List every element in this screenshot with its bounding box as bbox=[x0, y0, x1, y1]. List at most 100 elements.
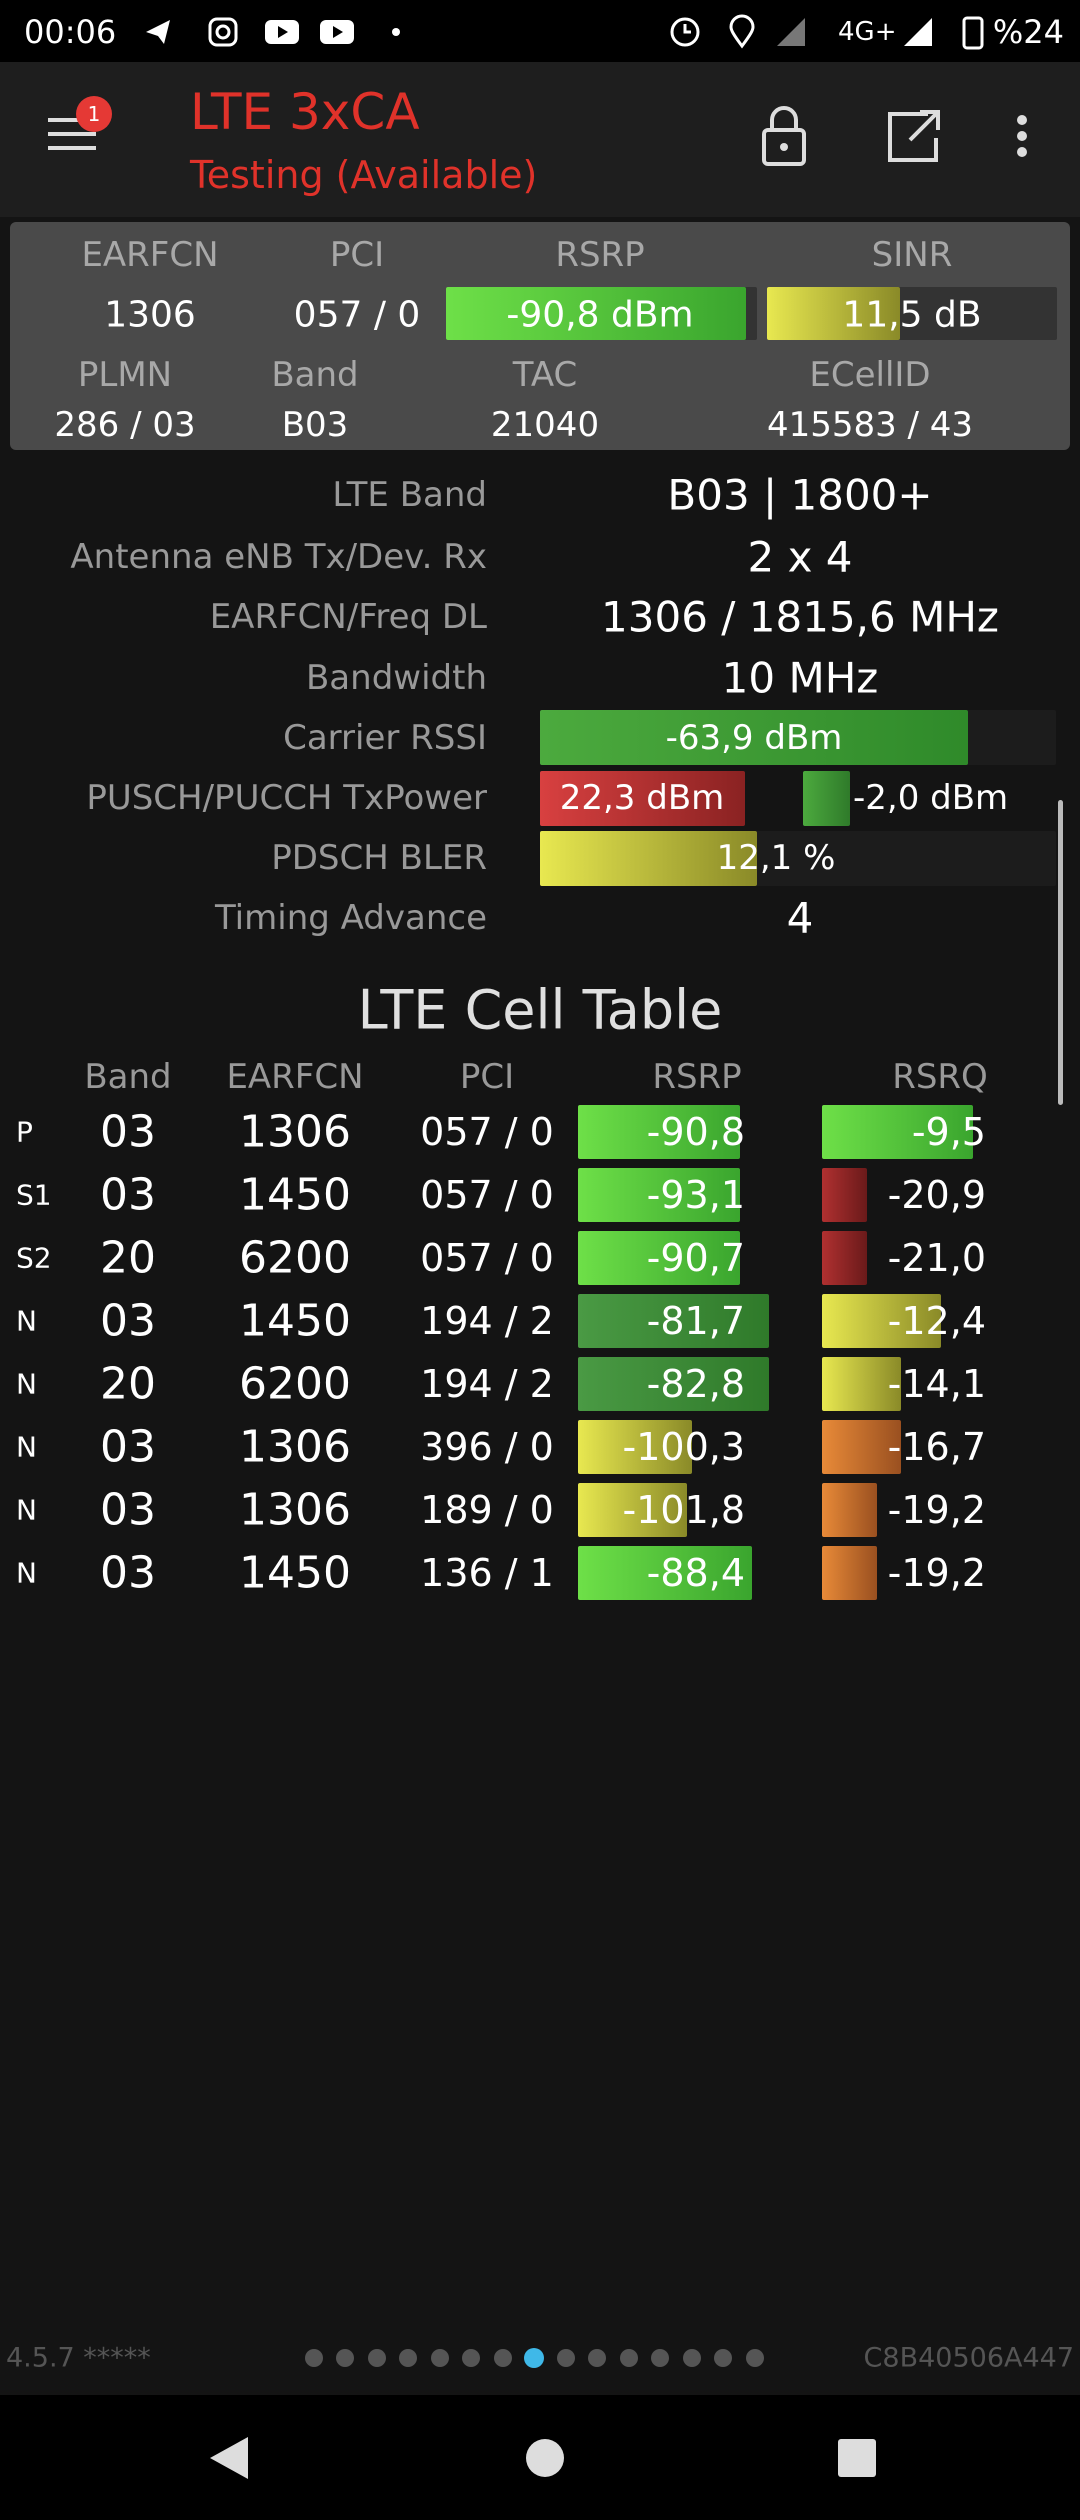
cell-rsrq: -21,0 bbox=[887, 1236, 986, 1280]
detail-label: EARFCN/Freq DL bbox=[209, 597, 487, 637]
pusch-bar bbox=[540, 771, 745, 826]
summary-header: PCI bbox=[329, 235, 385, 275]
rsrq-bar bbox=[822, 1168, 867, 1222]
detail-value: 12,1 % bbox=[716, 838, 836, 878]
summary-value: 286 / 03 bbox=[54, 405, 196, 445]
cell-band: 03 bbox=[100, 1169, 156, 1221]
rsrq-bar bbox=[822, 1420, 901, 1474]
cell-rsrp: -101,8 bbox=[622, 1488, 746, 1532]
cell-earfcn: 6200 bbox=[239, 1232, 351, 1284]
cell-band: 03 bbox=[100, 1106, 156, 1158]
detail-value: -2,0 dBm bbox=[853, 778, 1009, 818]
cell-rsrp: -90,8 bbox=[646, 1110, 745, 1154]
rsrp-bar bbox=[578, 1231, 740, 1285]
status-icons-right-2 bbox=[904, 16, 984, 50]
rsrp-bar bbox=[446, 287, 746, 340]
rsrp-bar bbox=[578, 1294, 769, 1348]
cell-band: 03 bbox=[100, 1295, 156, 1347]
lock-button[interactable] bbox=[762, 106, 806, 166]
rsrq-bar bbox=[822, 1105, 973, 1159]
cell-band: 20 bbox=[100, 1232, 156, 1284]
detail-label: Carrier RSSI bbox=[283, 718, 487, 758]
menu-button[interactable] bbox=[46, 112, 102, 156]
cell-earfcn: 6200 bbox=[239, 1358, 351, 1410]
cell-rsrq: -20,9 bbox=[887, 1173, 986, 1217]
cell-band: 03 bbox=[100, 1547, 156, 1599]
device-id: C8B40506A447 bbox=[863, 2342, 1074, 2374]
app-title: LTE 3xCA bbox=[190, 83, 420, 141]
cell-rsrp: -88,4 bbox=[646, 1551, 745, 1595]
more-button[interactable] bbox=[1017, 115, 1027, 157]
summary-header: PLMN bbox=[77, 355, 173, 395]
column-header: EARFCN bbox=[226, 1057, 364, 1097]
cell-rsrq: -19,2 bbox=[887, 1488, 986, 1532]
detail-label: Bandwidth bbox=[305, 658, 487, 698]
app-subtitle: Testing (Available) bbox=[190, 153, 538, 197]
rsrp-bar bbox=[578, 1168, 740, 1222]
cell-earfcn: 1306 bbox=[239, 1106, 351, 1158]
rsrq-bar bbox=[822, 1357, 901, 1411]
cell-type: N bbox=[16, 1367, 37, 1401]
rsrp-bar bbox=[578, 1420, 692, 1474]
cell-rsrq: -12,4 bbox=[887, 1299, 986, 1343]
summary-header: Band bbox=[271, 355, 359, 395]
cell-pci: 136 / 1 bbox=[420, 1551, 554, 1595]
detail-value: B03 | 1800+ bbox=[667, 470, 933, 520]
back-button[interactable] bbox=[210, 2437, 248, 2479]
rsrq-bar bbox=[822, 1546, 877, 1600]
detail-label: PUSCH/PUCCH TxPower bbox=[86, 778, 487, 818]
status-time: 00:06 bbox=[24, 13, 117, 51]
app-version: 4.5.7 ***** bbox=[6, 2342, 151, 2374]
rsrp-bar bbox=[578, 1483, 687, 1537]
rsrp-bar bbox=[578, 1357, 769, 1411]
rsrq-bar bbox=[822, 1294, 941, 1348]
cell-band: 20 bbox=[100, 1358, 156, 1410]
cell-earfcn: 1306 bbox=[239, 1421, 351, 1473]
notification-badge bbox=[76, 96, 112, 132]
cell-pci: 189 / 0 bbox=[420, 1488, 554, 1532]
cell-rsrq: -9,5 bbox=[911, 1110, 986, 1154]
cell-earfcn: 1306 bbox=[239, 1484, 351, 1536]
cell-rsrq: -19,2 bbox=[887, 1551, 986, 1595]
cell-type: N bbox=[16, 1304, 37, 1338]
rsrq-bar bbox=[822, 1231, 867, 1285]
cell-band: 03 bbox=[100, 1484, 156, 1536]
cell-type: S2 bbox=[16, 1241, 52, 1275]
detail-label: Antenna eNB Tx/Dev. Rx bbox=[70, 537, 487, 577]
recents-button[interactable] bbox=[838, 2439, 876, 2477]
scrollbar bbox=[1058, 800, 1063, 1105]
cell-rsrq: -14,1 bbox=[887, 1362, 986, 1406]
cell-pci: 194 / 2 bbox=[420, 1299, 554, 1343]
cell-rsrp: -100,3 bbox=[622, 1425, 746, 1469]
bler-bar bbox=[540, 831, 757, 886]
pucch-bar bbox=[803, 771, 850, 826]
cell-rsrp: -93,1 bbox=[646, 1173, 745, 1217]
table-title: LTE Cell Table bbox=[357, 978, 723, 1042]
summary-value: 057 / 0 bbox=[293, 294, 421, 336]
column-header: RSRP bbox=[652, 1057, 742, 1097]
rsrp-bar bbox=[578, 1105, 740, 1159]
detail-value: 10 MHz bbox=[721, 653, 879, 703]
cell-pci: 057 / 0 bbox=[420, 1173, 554, 1217]
cell-earfcn: 1450 bbox=[239, 1169, 351, 1221]
cell-pci: 057 / 0 bbox=[420, 1110, 554, 1154]
cell-rsrp: -82,8 bbox=[646, 1362, 745, 1406]
detail-value: 4 bbox=[786, 893, 814, 943]
status-battery: %24 bbox=[992, 13, 1064, 51]
share-button[interactable] bbox=[888, 110, 940, 162]
detail-value: -63,9 dBm bbox=[665, 718, 843, 758]
summary-header: ECellID bbox=[809, 355, 931, 395]
nav-buttons bbox=[210, 2437, 876, 2479]
summary-header: RSRP bbox=[555, 235, 645, 275]
home-button[interactable] bbox=[526, 2439, 564, 2477]
status-network: 4G+ bbox=[838, 17, 897, 47]
page-indicator[interactable] bbox=[300, 2342, 780, 2374]
cell-band: 03 bbox=[100, 1421, 156, 1473]
summary-value: 11,5 dB bbox=[842, 294, 982, 336]
summary-header: SINR bbox=[871, 235, 953, 275]
sinr-bar bbox=[767, 287, 900, 340]
cell-rsrp: -81,7 bbox=[646, 1299, 745, 1343]
rsrp-bar bbox=[578, 1546, 752, 1600]
cell-type: N bbox=[16, 1430, 37, 1464]
cell-type: P bbox=[16, 1115, 33, 1149]
